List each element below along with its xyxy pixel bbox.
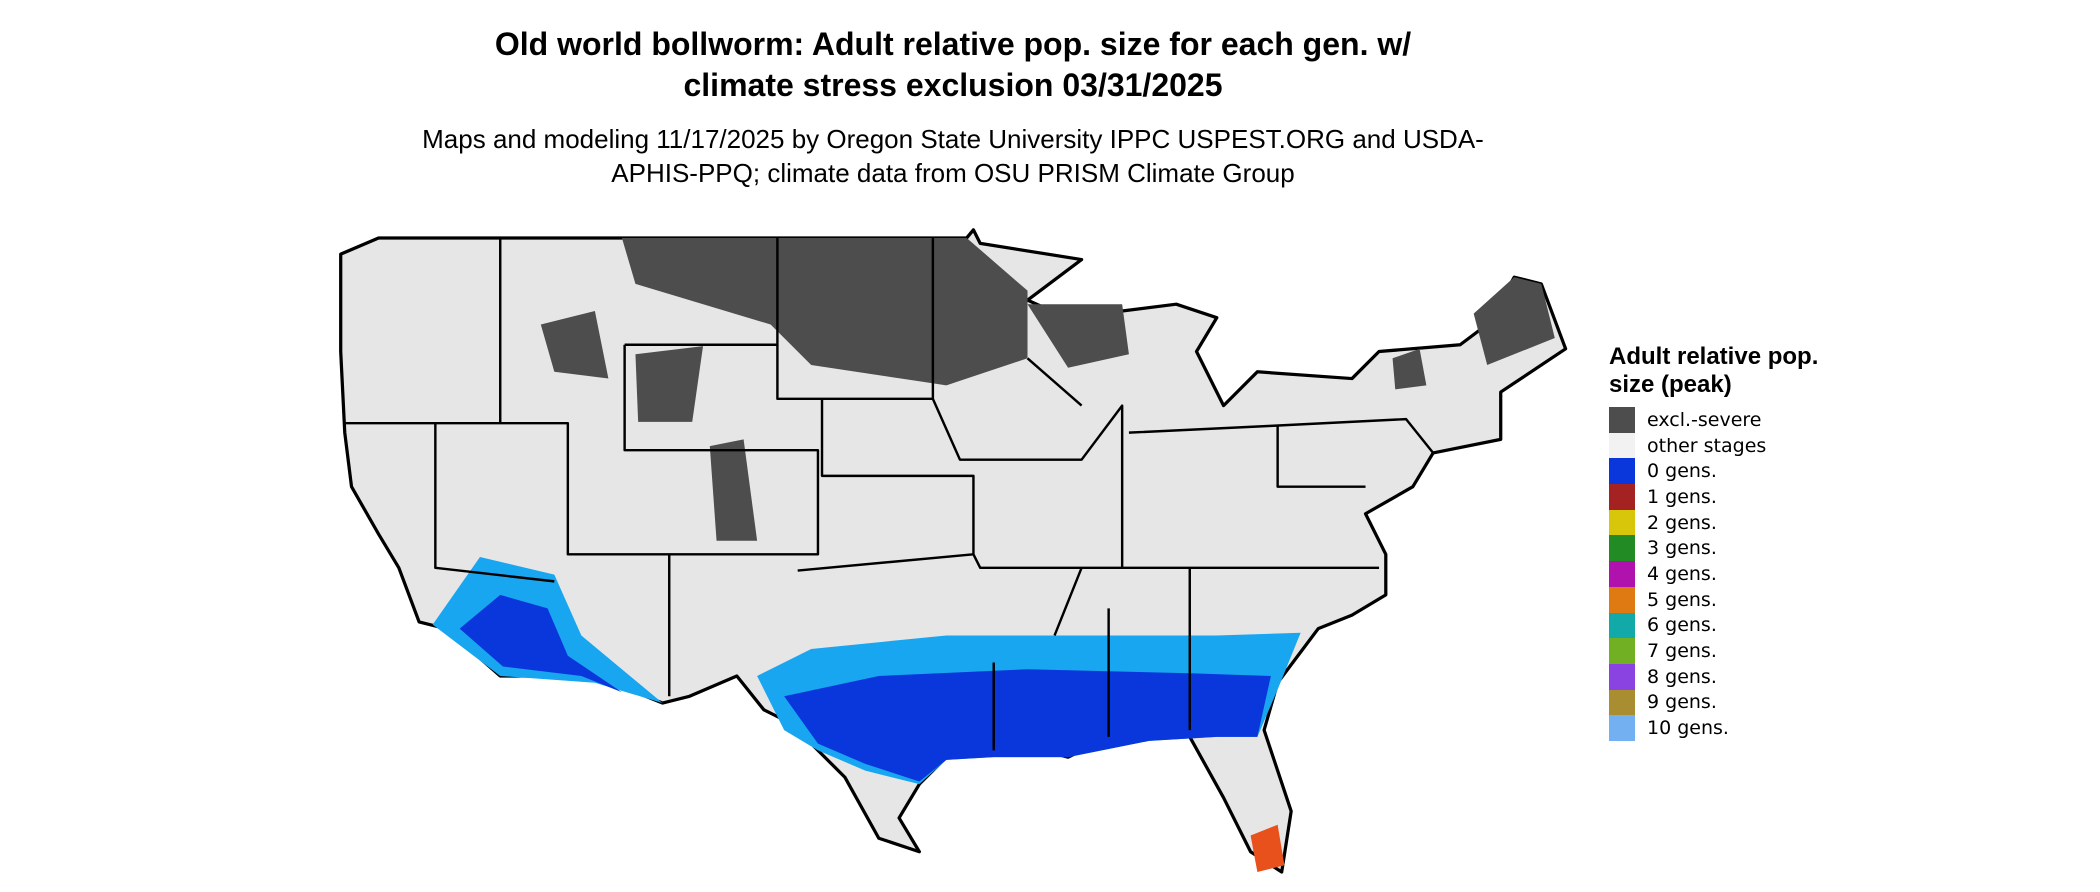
legend-label: 2 gens. (1647, 511, 1717, 534)
legend-label: 5 gens. (1647, 588, 1717, 611)
legend-label: 4 gens. (1647, 562, 1717, 585)
legend: Adult relative pop. size (peak) excl.-se… (1609, 343, 1849, 741)
legend-swatch (1609, 432, 1635, 459)
state-lines (344, 237, 1435, 751)
excluded-north (621, 237, 1028, 386)
legend-item: 2 gens. (1609, 509, 1849, 536)
legend-item: 3 gens. (1609, 535, 1849, 562)
legend-item: other stages (1609, 432, 1849, 459)
legend-item: 10 gens. (1609, 715, 1849, 741)
excluded-ny (1392, 348, 1427, 390)
legend-item: 5 gens. (1609, 586, 1849, 613)
legend-swatch (1609, 458, 1635, 485)
south-band-inner (784, 669, 1271, 782)
legend-swatch (1609, 407, 1635, 433)
legend-item: 8 gens. (1609, 663, 1849, 690)
legend-items: excl.-severe other stages 0 gens. 1 gens. 2 … (1609, 407, 1849, 741)
legend-label: 10 gens. (1647, 717, 1729, 740)
legend-label: 9 gens. (1647, 691, 1717, 714)
legend-label: 3 gens. (1647, 537, 1717, 560)
legend-swatch (1609, 484, 1635, 510)
legend-label: 6 gens. (1647, 614, 1717, 637)
legend-swatch (1609, 509, 1635, 536)
legend-title: Adult relative pop. size (peak) (1609, 343, 1819, 398)
legend-swatch (1609, 612, 1635, 639)
legend-label: other stages (1647, 434, 1767, 457)
legend-label: 0 gens. (1647, 460, 1717, 483)
generation-areas (432, 557, 1301, 873)
legend-swatch (1609, 561, 1635, 587)
excluded-wisconsin (1027, 304, 1129, 368)
legend-swatch (1609, 586, 1635, 613)
map-title: Old world bollworm: Adult relative pop. … (494, 26, 1412, 103)
excluded-colorado (709, 439, 758, 541)
florida-tip (1250, 824, 1285, 873)
legend-item: 4 gens. (1609, 561, 1849, 587)
legend-item: 9 gens. (1609, 689, 1849, 716)
legend-label: excl.-severe (1647, 408, 1762, 431)
legend-swatch (1609, 715, 1635, 741)
legend-swatch (1609, 535, 1635, 562)
excluded-idaho (540, 310, 609, 379)
excluded-areas (540, 237, 1555, 541)
legend-item: 6 gens. (1609, 612, 1849, 639)
legend-item: 1 gens. (1609, 484, 1849, 510)
southwest-inner (459, 594, 622, 693)
state-line (344, 237, 1435, 751)
legend-item: excl.-severe (1609, 407, 1849, 433)
legend-item: 7 gens. (1609, 638, 1849, 664)
excluded-maine (1473, 277, 1555, 366)
legend-label: 1 gens. (1647, 485, 1717, 508)
legend-swatch (1609, 638, 1635, 664)
legend-swatch (1609, 689, 1635, 716)
legend-label: 8 gens. (1647, 665, 1717, 688)
excluded-wyoming (635, 346, 704, 422)
map-subtitle: Maps and modeling 11/17/2025 by Oregon S… (422, 124, 1484, 188)
legend-item: 0 gens. (1609, 458, 1849, 485)
legend-label: 7 gens. (1647, 640, 1717, 663)
legend-swatch (1609, 663, 1635, 690)
us-map (339, 228, 1568, 874)
